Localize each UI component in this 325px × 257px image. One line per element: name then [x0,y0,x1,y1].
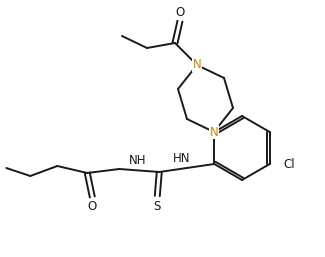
Text: N: N [210,125,218,139]
Text: N: N [193,59,202,71]
Text: NH: NH [128,154,146,167]
Text: S: S [154,199,161,213]
Text: O: O [176,6,185,20]
Text: Cl: Cl [284,158,295,170]
Text: HN: HN [173,151,190,164]
Text: O: O [88,200,97,214]
